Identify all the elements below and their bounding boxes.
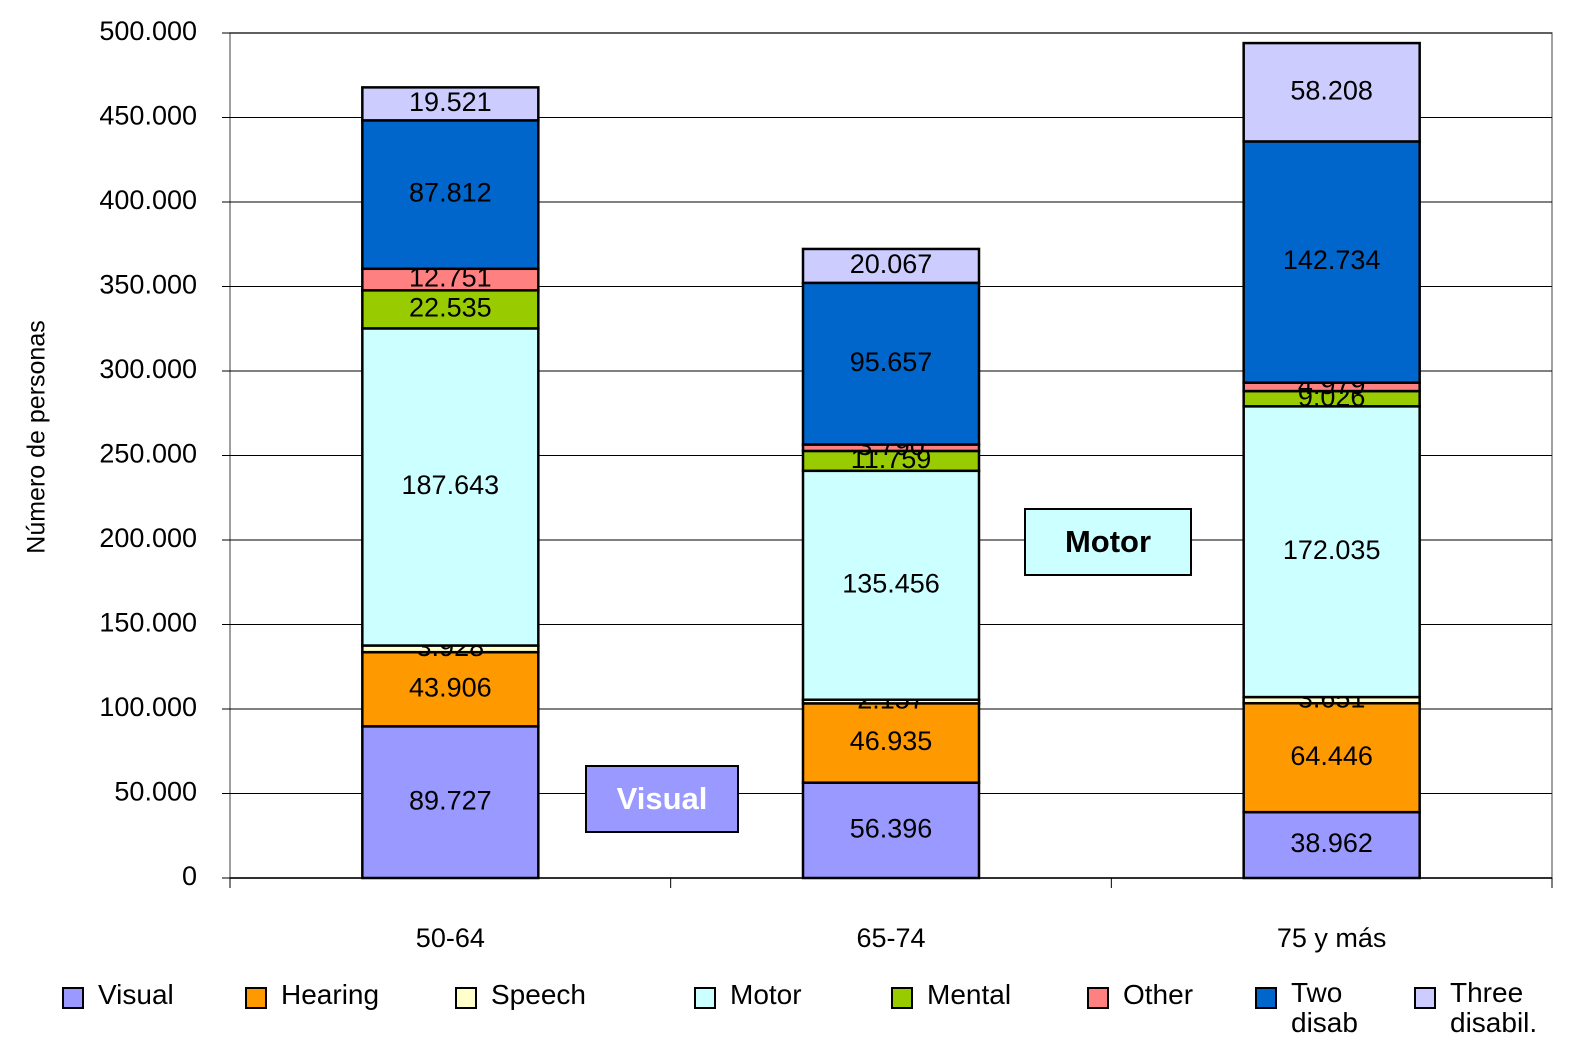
legend-label: Visual [98,979,174,1010]
legend-label: Other [1123,979,1194,1010]
x-tick-label: 75 y más [1277,923,1387,953]
y-tick-label: 150.000 [99,608,197,638]
annotation-box [1024,508,1192,576]
legend-label: Three disabil. [1450,977,1538,1038]
y-tick-label: 0 [182,861,197,891]
bar-segment [1242,41,1421,143]
legend-item: Hearing [245,980,425,1010]
data-label: 187.643 [402,470,500,500]
bar-segment [1242,701,1421,814]
data-label: 87.812 [409,178,492,208]
legend-swatch [455,987,477,1009]
data-label: 22.535 [409,292,492,322]
bar-segment [801,469,981,701]
data-label: 19.521 [409,87,492,117]
chart: Número de personas 0 50.000 100.000 150.000… [23,16,1553,953]
data-label: 135.456 [842,568,940,598]
legend-label: Hearing [281,979,380,1010]
legend-item: Speech [455,980,645,1010]
legend-swatch [245,987,267,1009]
data-label: 43.906 [409,672,492,702]
y-tick-label: 400.000 [99,185,197,215]
legend-item: Motor [694,980,844,1010]
legend-swatch [1087,987,1109,1009]
data-label: 20.067 [850,249,933,279]
legend-item: Visual [62,980,202,1010]
data-label: 38.962 [1290,828,1373,858]
legend-item: Other [1087,980,1227,1010]
legend-swatch [891,987,913,1009]
bar-segment [801,781,981,880]
data-label: 95.657 [850,347,933,377]
bar-segment [361,327,540,647]
legend-label: Speech [491,979,586,1010]
bar-segment [801,247,981,285]
data-label: 172.035 [1283,535,1381,565]
y-tick-label: 250.000 [99,439,197,469]
legend-item: Two disab [1255,977,1365,1038]
bar-segment [361,289,540,330]
legend-item: Mental [891,980,1041,1010]
data-label: 46.935 [850,726,933,756]
data-label: 56.396 [850,813,933,843]
legend-label: Mental [927,979,1012,1010]
bar-segment [1242,810,1421,880]
legend-label: Two disab [1291,977,1358,1038]
legend-swatch [694,987,716,1009]
annotation-box [585,765,739,833]
data-label: 89.727 [409,785,492,815]
bar-segment [801,702,981,784]
y-tick-label: 500.000 [99,16,197,46]
y-tick-label: 450.000 [99,101,197,131]
legend-label: Motor [730,979,802,1010]
x-tick-label: 65-74 [856,923,925,953]
annotation: Visual [617,781,708,816]
legend-swatch [1414,987,1436,1009]
y-tick-label: 50.000 [114,777,197,807]
y-axis-label: Número de personas [23,320,51,553]
y-tick-label: 100.000 [99,692,197,722]
y-tick-label: 200.000 [99,523,197,553]
legend-swatch [1255,987,1277,1009]
data-label: 142.734 [1283,245,1381,275]
y-tick-label: 350.000 [99,270,197,300]
data-label: 58.208 [1290,75,1373,105]
bar-segment [361,86,540,122]
y-tick-label: 300.000 [99,354,197,384]
bar-segment [1242,140,1421,384]
legend-swatch [62,987,84,1009]
bar-segment [801,281,981,446]
legend-item: Three disabil. [1414,977,1564,1038]
data-label: 64.446 [1290,741,1373,771]
x-tick-label: 50-64 [416,923,485,953]
annotation: Motor [1065,524,1151,559]
bar-segment [361,725,540,880]
